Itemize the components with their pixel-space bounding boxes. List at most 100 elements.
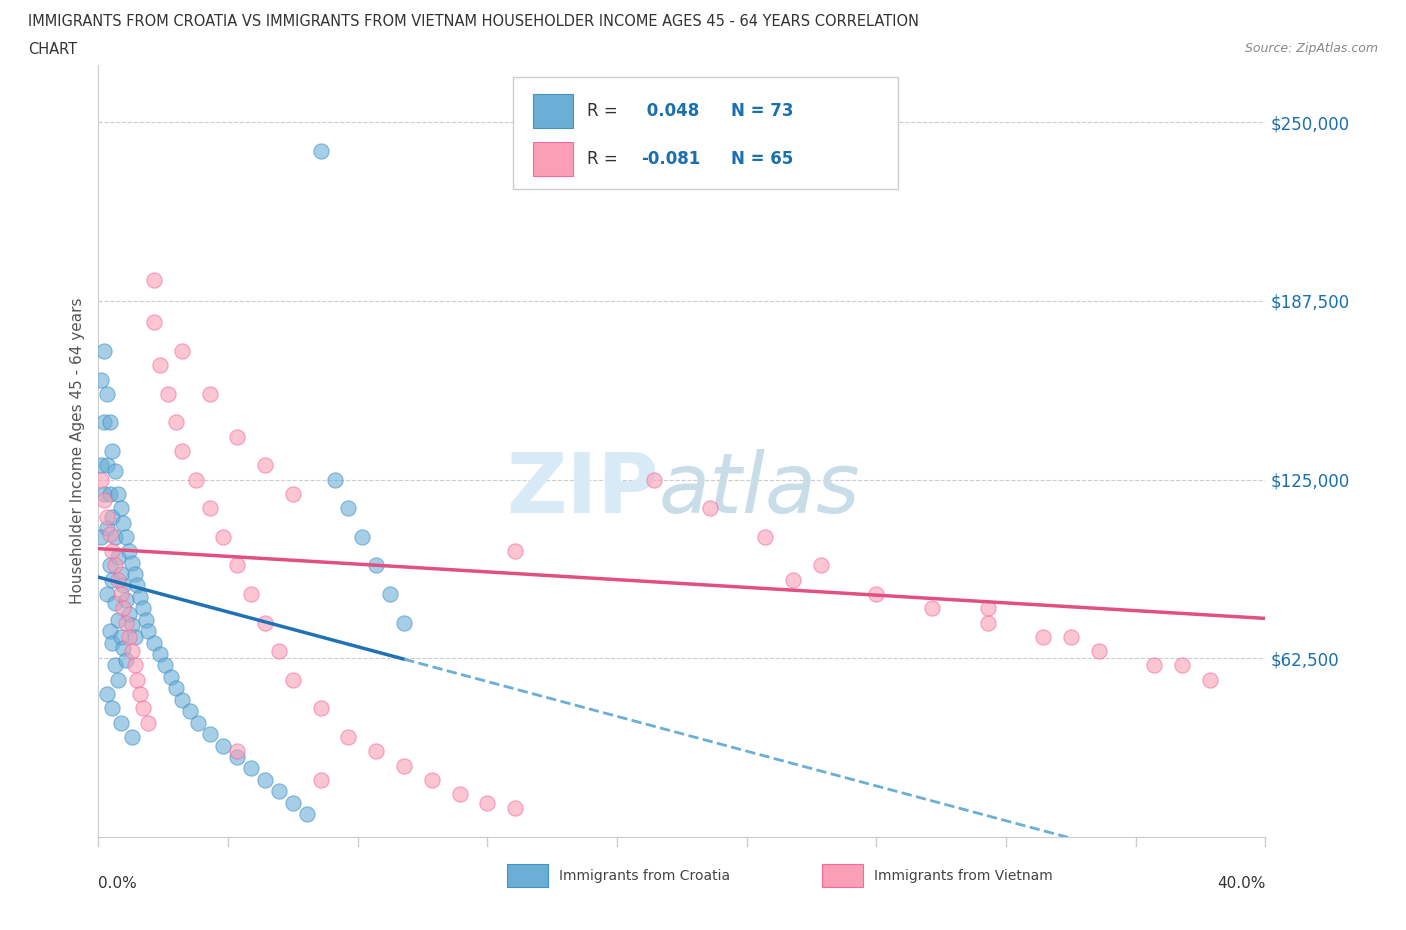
Point [115,529,138,544]
Point [309,773,332,788]
Point [121,729,143,744]
Point [254,615,277,630]
Point [110,630,132,644]
Point [132,601,155,616]
Point [96,510,118,525]
Point [115,615,138,630]
Point [110,500,132,515]
Point [560,86,582,101]
Point [976,601,998,616]
Text: 0.048: 0.048 [641,102,699,120]
Point [115,592,138,607]
Point [187,715,209,730]
Text: ZIP: ZIP [506,449,658,530]
Point [159,670,181,684]
Point [240,587,263,602]
Point [101,544,124,559]
Point [104,658,127,673]
Point [226,430,249,445]
Point [281,672,304,687]
Point [1060,630,1083,644]
Point [198,387,221,402]
Point [96,587,118,602]
Point [96,458,118,472]
FancyBboxPatch shape [513,76,898,189]
Point [107,550,129,565]
Point [93,486,115,501]
Point [93,343,115,358]
Point [165,415,187,430]
Point [118,544,141,559]
Point [810,558,832,573]
Point [96,686,118,701]
Text: Immigrants from Croatia: Immigrants from Croatia [560,869,731,883]
Text: Immigrants from Vietnam: Immigrants from Vietnam [875,869,1053,883]
Point [143,272,166,287]
Point [198,726,221,741]
Point [254,773,277,788]
Point [121,618,143,633]
Point [104,529,127,544]
Point [98,624,121,639]
Point [107,672,129,687]
Point [98,486,121,501]
Point [101,444,124,458]
Point [104,558,127,573]
Point [281,486,304,501]
Point [865,587,887,602]
Point [112,641,135,656]
Point [90,529,112,544]
Point [101,701,124,716]
Point [98,526,121,541]
Point [121,644,143,658]
Point [267,784,290,799]
Point [699,500,721,515]
Point [184,472,207,487]
Y-axis label: Householder Income Ages 45 - 64 years: Householder Income Ages 45 - 64 years [69,298,84,604]
Point [96,521,118,536]
Text: Source: ZipAtlas.com: Source: ZipAtlas.com [1244,42,1378,55]
Point [156,387,179,402]
Text: 0.0%: 0.0% [98,876,138,891]
Text: N = 73: N = 73 [731,102,793,120]
Point [503,801,526,816]
Point [129,590,152,604]
Point [90,472,112,487]
Point [148,646,170,661]
Point [254,458,277,472]
Point [129,686,152,701]
Bar [823,864,863,887]
Point [267,644,290,658]
Point [143,315,166,330]
Point [112,578,135,592]
Point [179,704,201,719]
Point [96,387,118,402]
Point [588,143,610,158]
Point [240,761,263,776]
Point [449,787,471,802]
Point [531,29,554,44]
Text: R =: R = [588,102,623,120]
Point [132,701,155,716]
Point [1087,644,1109,658]
Point [1143,658,1166,673]
Point [420,773,443,788]
Bar [533,141,574,177]
Point [93,415,115,430]
Point [309,701,332,716]
Point [380,587,402,602]
Point [104,595,127,610]
Point [101,572,124,587]
Point [782,572,804,587]
Point [90,372,112,387]
Point [392,758,415,773]
Point [921,601,943,616]
Point [503,544,526,559]
Point [93,492,115,507]
Point [754,529,776,544]
Point [124,658,146,673]
Point [101,510,124,525]
Text: atlas: atlas [658,449,860,530]
Point [98,415,121,430]
Point [212,529,235,544]
